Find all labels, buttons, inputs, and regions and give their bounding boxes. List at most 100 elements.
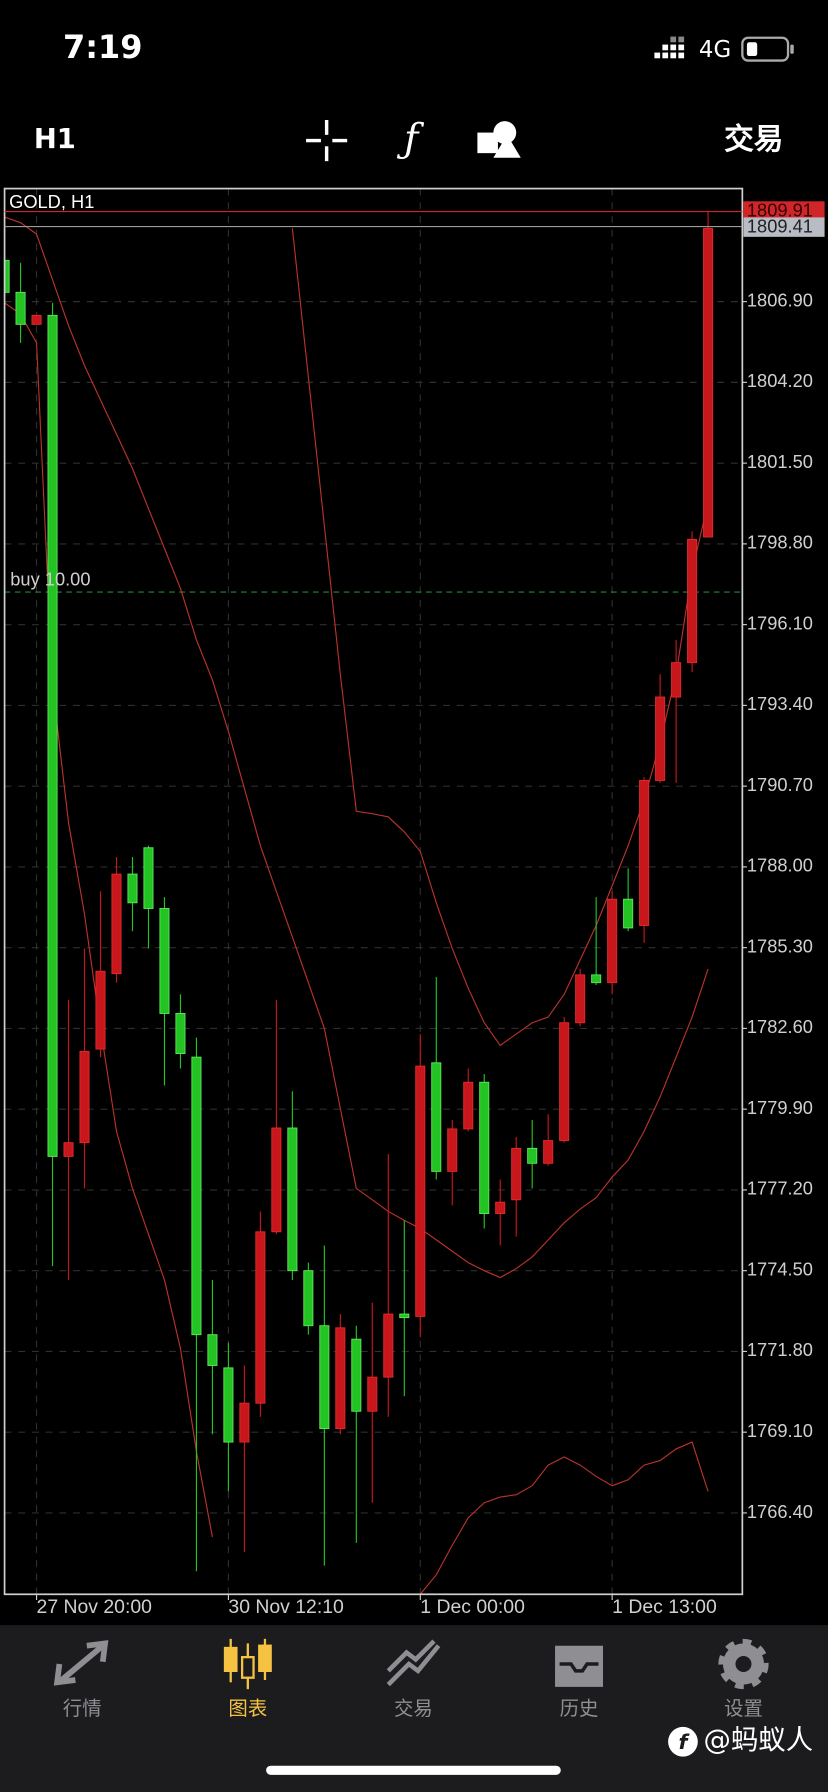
ask-label: 1809.91: [747, 199, 813, 220]
candle-body: [303, 1270, 314, 1327]
y-tick-label: 1766.40: [747, 1501, 813, 1522]
network-label: 4G: [699, 37, 731, 63]
timeframe-button[interactable]: H1: [34, 124, 76, 155]
tab-bar: [0, 1625, 828, 1792]
y-tick-label: 1798.80: [747, 532, 813, 553]
y-tick-label: 1782.60: [747, 1016, 813, 1037]
candle-body: [575, 974, 586, 1024]
svg-text:f: f: [678, 1730, 690, 1754]
order-label: buy 10.00: [10, 568, 90, 589]
candle-body: [415, 1065, 426, 1317]
y-tick-label: 1779.90: [747, 1097, 813, 1118]
indicator-line: [4, 216, 709, 1279]
ask-box: [743, 201, 825, 221]
settings-icon: [718, 1638, 769, 1690]
candle-body: [79, 1050, 90, 1144]
trade-icon: [386, 1639, 441, 1687]
candle-body: [287, 1127, 298, 1272]
candle-body: [671, 662, 682, 698]
y-tick-label: 1774.50: [747, 1258, 813, 1279]
candle-body: [335, 1327, 346, 1430]
y-tick-label: 1790.70: [747, 774, 813, 795]
candle-body: [479, 1081, 490, 1215]
bid-box: [743, 217, 825, 237]
trade-button[interactable]: 交易: [724, 122, 783, 157]
tab-label[interactable]: 历史: [560, 1697, 599, 1720]
candle-body: [175, 1012, 186, 1054]
x-tick-label: 1 Dec 13:00: [612, 1596, 717, 1618]
indicator-line: [4, 302, 709, 1595]
signal-icon: [654, 36, 685, 59]
y-tick-label: 1804.20: [747, 370, 813, 391]
x-tick-label: 30 Nov 12:10: [228, 1596, 344, 1618]
quotes-icon: [53, 1640, 109, 1686]
x-tick-label: 27 Nov 20:00: [37, 1596, 153, 1618]
y-tick-label: 1801.50: [747, 451, 813, 472]
axis: 1806.90 1804.20 1801.50 1798.80 1796.10 1793.…: [4, 199, 825, 1618]
candle-body: [143, 847, 154, 909]
y-tick-label: 1788.00: [747, 855, 813, 876]
candle-body: [527, 1147, 538, 1164]
y-tick-label: 1793.40: [747, 693, 813, 714]
y-tick-label: 1777.20: [747, 1178, 813, 1199]
candle-body: [319, 1325, 330, 1430]
tab-label[interactable]: 行情: [63, 1697, 102, 1720]
chart-title: GOLD, H1: [9, 191, 94, 212]
candle-body: [591, 974, 602, 984]
watermark-logo: f: [668, 1726, 698, 1757]
tab-label[interactable]: 图表: [228, 1697, 267, 1720]
candle-body: [95, 970, 106, 1050]
candle-body: [223, 1367, 234, 1443]
candle-body: [47, 314, 58, 1157]
candle-body: [111, 873, 122, 975]
candle-body: [399, 1313, 410, 1319]
candle-body: [703, 227, 714, 538]
candle-body: [463, 1081, 474, 1130]
crosshair-button[interactable]: [306, 120, 348, 162]
home-indicator: [266, 1765, 561, 1775]
candle-body: [127, 873, 138, 904]
indicator-line: [291, 228, 709, 1047]
candle-body: [351, 1338, 362, 1412]
candle-body: [159, 908, 170, 1014]
candle-body: [367, 1376, 378, 1412]
candle-body: [607, 898, 618, 984]
chart-frame: [3, 187, 744, 1596]
history-icon: [555, 1645, 604, 1687]
x-tick-label: 1 Dec 00:00: [420, 1596, 525, 1618]
candle-body: [239, 1402, 250, 1443]
candle-body: [271, 1127, 282, 1233]
plot: [4, 211, 714, 1595]
objects-button[interactable]: [477, 121, 521, 158]
candle-body: [15, 291, 26, 325]
status-time: 7:19: [63, 28, 143, 66]
candle-body: [543, 1140, 554, 1164]
candle-body: [447, 1128, 458, 1172]
candle-body: [383, 1313, 394, 1378]
tab-label[interactable]: 交易: [394, 1697, 433, 1720]
y-tick-label: 1806.90: [747, 289, 813, 310]
candle-body: [191, 1056, 202, 1336]
candle-body: [655, 696, 666, 781]
y-tick-label: 1796.10: [747, 612, 813, 633]
watermark: @蚂蚁人: [704, 1725, 814, 1756]
candle-body: [4, 259, 10, 293]
candle-body: [687, 538, 698, 664]
candle-body: [31, 314, 42, 325]
y-tick-label: 1785.30: [747, 935, 813, 956]
candle-body: [255, 1231, 266, 1404]
battery-icon: [741, 36, 794, 62]
y-tick-label: 1771.80: [747, 1339, 813, 1360]
nav: 行情 图表 交易 历史 设置: [63, 1697, 763, 1720]
candle-body: [63, 1142, 74, 1157]
candle-body: [495, 1201, 506, 1215]
chart-icon: [223, 1638, 272, 1690]
y-tick-label: 1769.10: [747, 1420, 813, 1441]
tab-label[interactable]: 设置: [724, 1697, 763, 1720]
candle-body: [431, 1062, 442, 1172]
bid-label: 1809.41: [747, 216, 813, 237]
candle-body: [511, 1147, 522, 1201]
